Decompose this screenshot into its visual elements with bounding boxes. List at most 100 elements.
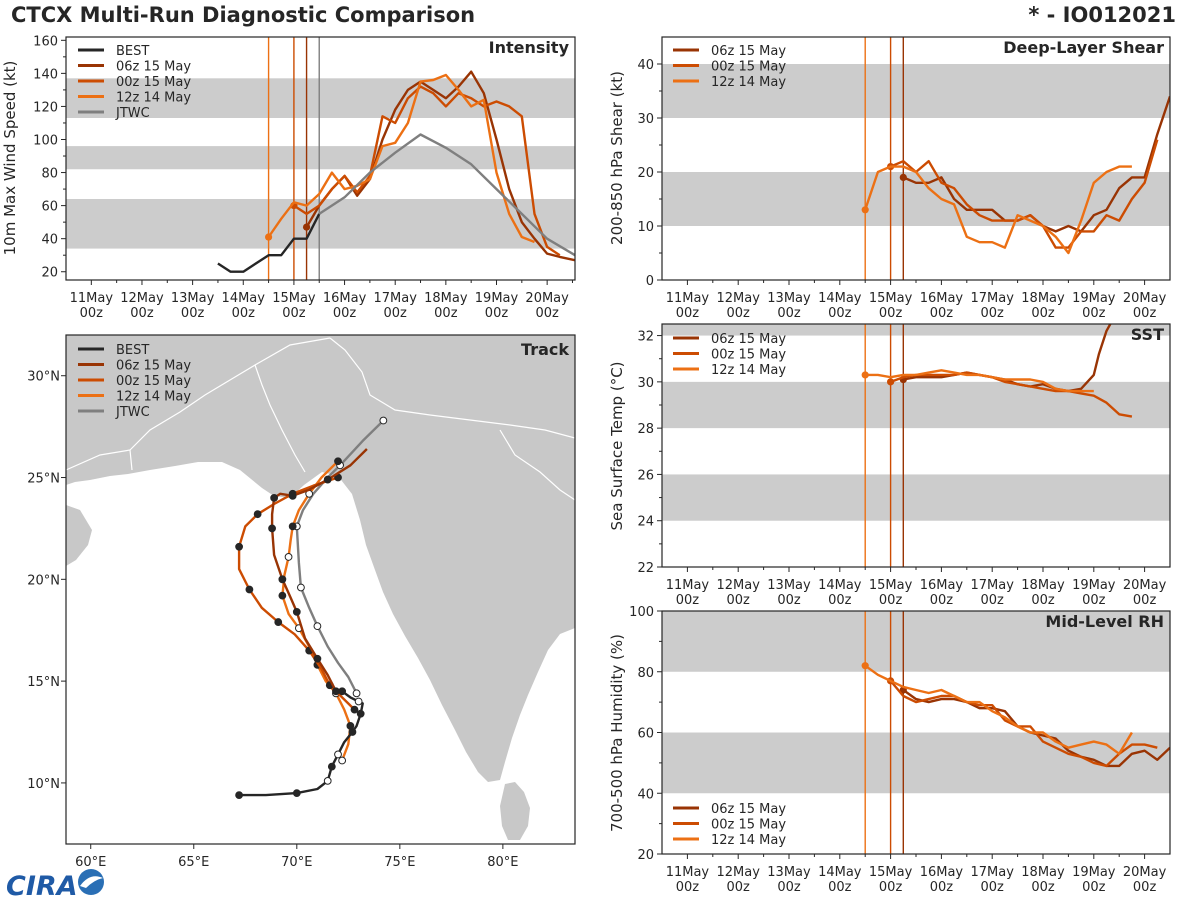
intensity-start-marker-run_12z bbox=[264, 233, 273, 241]
intensity-xtick-label-date-2: 13May bbox=[171, 291, 215, 306]
track-marker-best-6 bbox=[334, 750, 342, 759]
sst-ytick-label-0: 22 bbox=[637, 561, 654, 576]
track-marker-run_06z-12 bbox=[288, 491, 297, 500]
sst-xtick-label-hour-4: 00z bbox=[879, 593, 903, 608]
rh-xtick-label-date-3: 14May bbox=[818, 865, 862, 880]
shear-ytick-label-0: 0 bbox=[646, 274, 654, 289]
sst-xtick-label-hour-1: 00z bbox=[727, 593, 751, 608]
intensity-xtick-label-hour-7: 00z bbox=[434, 306, 458, 321]
track-xtick-label-0: 60°E bbox=[75, 855, 106, 870]
sst-ytick-label-4: 30 bbox=[637, 376, 654, 391]
sst-ticks: 22242628303211May00z12May00z13May00z14Ma… bbox=[637, 330, 1166, 608]
shear-ytick-label-4: 40 bbox=[637, 58, 654, 73]
legend-label-0: 06z 15 May bbox=[711, 802, 786, 817]
track-marker-best-8 bbox=[348, 728, 357, 736]
rh-band-1 bbox=[662, 611, 1170, 672]
legend-label-4: JTWC bbox=[115, 405, 150, 420]
legend-label-0: BEST bbox=[116, 44, 149, 59]
track-series-jtwc bbox=[295, 419, 385, 694]
track-series bbox=[235, 416, 388, 800]
legend-label-2: 00z 15 May bbox=[116, 374, 191, 389]
intensity-series-best bbox=[217, 213, 321, 273]
track-series-run_12z bbox=[281, 460, 352, 761]
sst-title: SST bbox=[1131, 325, 1164, 344]
shear-xtick-label-date-0: 11May bbox=[666, 291, 710, 306]
rh-xtick-label-date-2: 13May bbox=[767, 865, 811, 880]
legend-label-1: 00z 15 May bbox=[711, 818, 786, 833]
rh-xtick-label-hour-6: 00z bbox=[981, 880, 1005, 895]
rh-ticks: 2040608010011May00z12May00z13May00z14May… bbox=[629, 605, 1166, 895]
intensity-ticks: 2040608010012014016011May00z12May00z13Ma… bbox=[33, 34, 573, 321]
sst-ytick-label-1: 24 bbox=[637, 515, 654, 530]
track-xtick-label-2: 70°E bbox=[281, 855, 312, 870]
land-mass bbox=[66, 335, 575, 782]
shear-xtick-label-hour-1: 00z bbox=[727, 306, 751, 321]
track-ytick-label-0: 10°N bbox=[27, 777, 60, 792]
logo-text: CIRA bbox=[6, 871, 78, 900]
legend-label-0: 06z 15 May bbox=[711, 44, 786, 59]
intensity-band-0 bbox=[66, 199, 575, 249]
figure-title: CTCX Multi-Run Diagnostic Comparison bbox=[11, 3, 476, 27]
sst-ytick-label-2: 26 bbox=[637, 468, 654, 483]
intensity-xtick-label-hour-9: 00z bbox=[535, 306, 559, 321]
rh-series-run_12z bbox=[864, 664, 1133, 755]
track-marker-jtwc-4 bbox=[313, 622, 322, 631]
rh-series-run_00z bbox=[889, 680, 1158, 768]
track-marker-run_12z-10 bbox=[278, 591, 287, 600]
sri-lanka bbox=[500, 782, 530, 840]
intensity-title: Intensity bbox=[489, 38, 570, 57]
shear-series-run_12z bbox=[864, 165, 1132, 255]
shear-xtick-label-date-9: 20May bbox=[1123, 291, 1167, 306]
track-marker-best-12 bbox=[354, 697, 363, 706]
track-marker-best-10 bbox=[356, 709, 365, 718]
intensity-xtick-label-hour-5: 00z bbox=[333, 306, 357, 321]
track-marker-jtwc-0 bbox=[352, 689, 361, 698]
track-marker-run_12z-0 bbox=[338, 756, 347, 765]
rh-xtick-label-hour-4: 00z bbox=[879, 880, 903, 895]
rh-ytick-label-1: 40 bbox=[637, 787, 654, 802]
sst-xtick-label-hour-0: 00z bbox=[676, 593, 700, 608]
shear-xtick-label-date-7: 18May bbox=[1021, 291, 1065, 306]
shear-series bbox=[861, 96, 1170, 255]
shear-xtick-label-hour-6: 00z bbox=[981, 306, 1005, 321]
track-marker-jtwc-6 bbox=[297, 583, 305, 592]
intensity-ytick-label-3: 80 bbox=[41, 167, 58, 182]
track-series-best bbox=[239, 690, 364, 797]
legend-label-1: 06z 15 May bbox=[116, 60, 191, 75]
track-marker-run_12z-18 bbox=[334, 457, 342, 466]
track-marker-run_06z-4 bbox=[292, 607, 301, 616]
rh-xtick-label-hour-3: 00z bbox=[828, 880, 852, 895]
shear-title: Deep-Layer Shear bbox=[1003, 38, 1164, 57]
shear-xtick-label-hour-3: 00z bbox=[828, 306, 852, 321]
intensity-band-1 bbox=[66, 146, 575, 170]
sst-series bbox=[861, 324, 1133, 418]
track-ytick-label-4: 30°N bbox=[27, 370, 60, 385]
track-marker-run_00z-6 bbox=[274, 618, 283, 626]
track-xtick-label-4: 80°E bbox=[487, 855, 518, 870]
track-panel: 60°E 65°E 70°E 75°E 80°E 10°N 15°N 20°N 25°N 30°N… bbox=[27, 334, 576, 870]
intensity-ytick-label-5: 120 bbox=[33, 100, 58, 115]
shear-bands bbox=[662, 64, 1170, 226]
shear-xtick-label-date-1: 12May bbox=[716, 291, 760, 306]
intensity-xtick-label-date-9: 20May bbox=[525, 291, 569, 306]
sst-panel: 22242628303211May00z12May00z13May00z14Ma… bbox=[608, 323, 1171, 608]
shear-xtick-label-date-3: 14May bbox=[818, 291, 862, 306]
rh-xtick-label-hour-1: 00z bbox=[727, 880, 751, 895]
sst-bands bbox=[662, 324, 1170, 521]
logo-swirl bbox=[80, 876, 103, 888]
track-axes-frame bbox=[65, 334, 576, 845]
sst-xtick-label-hour-2: 00z bbox=[777, 593, 801, 608]
rh-ytick-label-3: 80 bbox=[637, 666, 654, 681]
intensity-xtick-label-hour-4: 00z bbox=[282, 306, 306, 321]
intensity-ytick-label-2: 60 bbox=[41, 200, 58, 215]
track-xtick-label-1: 65°E bbox=[178, 855, 209, 870]
legend-label-3: 12z 14 May bbox=[116, 390, 191, 405]
legend-label-3: 12z 14 May bbox=[116, 91, 191, 106]
rh-panel: 2040608010011May00z12May00z13May00z14May… bbox=[608, 605, 1171, 895]
legend-label-0: BEST bbox=[116, 343, 149, 358]
legend-label-2: 12z 14 May bbox=[711, 833, 786, 848]
intensity-xtick-label-date-3: 14May bbox=[222, 291, 266, 306]
rh-xtick-label-date-6: 17May bbox=[970, 865, 1014, 880]
